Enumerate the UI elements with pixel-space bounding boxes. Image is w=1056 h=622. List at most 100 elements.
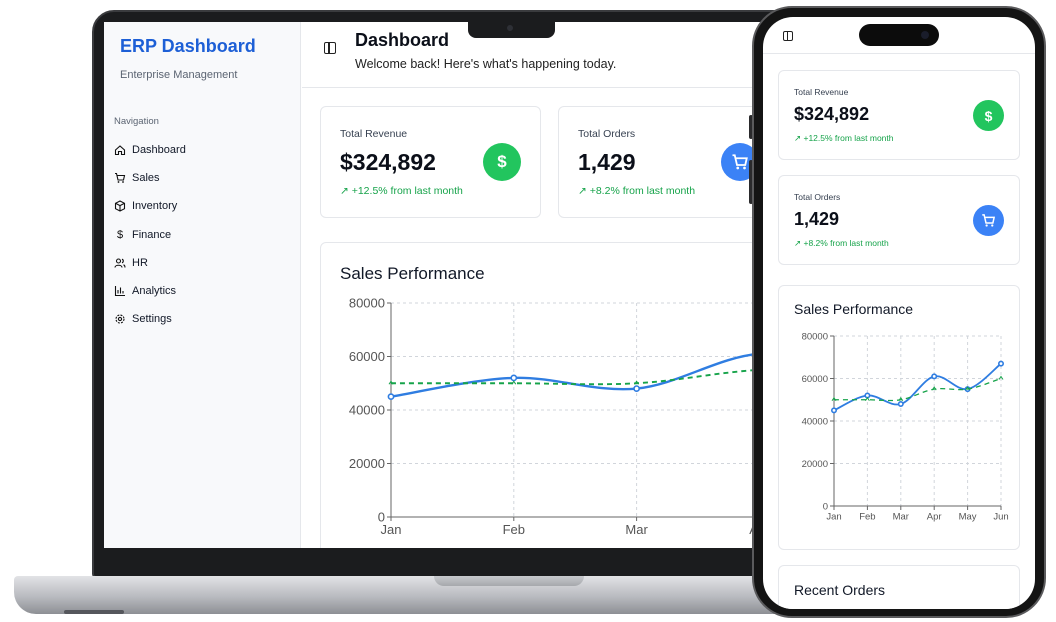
sidebar-item-finance[interactable]: $ Finance [114,221,294,249]
x-tick-label: Jan [381,522,402,537]
gear-icon [114,313,126,325]
kpi-label: Total Revenue [340,128,408,140]
data-point [898,396,904,402]
data-point [633,385,640,392]
kpi-value: 1,429 [794,209,840,229]
sidebar-item-label: Analytics [132,285,177,298]
y-tick-label: 80000 [349,296,385,311]
camera-icon [507,25,513,31]
kpi-trend: ↗ +12.5% from last month [340,185,463,197]
sidebar-item-analytics[interactable]: Analytics [114,277,294,305]
y-tick-label: 60000 [802,374,828,385]
data-point [965,386,971,391]
laptop-screen: ERP Dashboard Enterprise Management Navi… [104,22,784,548]
sidebar-item-label: Dashboard [132,144,186,157]
recent-orders-title: Recent Orders [794,582,886,598]
sidebar-item-label: Finance [132,228,172,241]
box-icon [114,200,126,213]
laptop-base [14,576,874,614]
sidebar-toggle-icon[interactable] [324,42,336,54]
kpi-value: $324,892 [794,104,870,124]
page-title: Dashboard [355,30,450,50]
x-tick-label: May [959,512,977,523]
data-point [998,375,1004,380]
y-tick-label: 40000 [349,403,385,418]
top-bar: Dashboard Welcome back! Here's what's ha… [302,22,784,88]
kpi-trend: ↗ +12.5% from last month [794,133,894,143]
data-point [864,396,870,402]
kpi-label: Total Orders [794,192,841,202]
sales-chart-card: Sales Performance 0 20000 40000 60000 80000 J… [778,285,1020,550]
phone-screen: Total Revenue $324,892 ↗ +12.5% from las… [763,17,1035,609]
laptop-notch [468,22,555,38]
phone-side-button [749,160,753,204]
camera-icon [921,31,929,39]
sidebar-item-sales[interactable]: Sales [114,164,294,192]
phone-side-button [749,115,753,139]
sidebar-item-hr[interactable]: HR [114,249,294,277]
series-line [834,377,1002,402]
sidebar: ERP Dashboard Enterprise Management Navi… [104,22,301,548]
kpi-trend: ↗ +8.2% from last month [578,185,696,197]
page-subtitle: Welcome back! Here's what's happening to… [355,57,617,71]
x-tick-label: Mar [625,522,648,537]
kpi-card-revenue: Total Revenue $324,892 ↗ +12.5% from las… [778,70,1020,160]
data-point [634,380,640,385]
data-point [387,393,395,401]
nav-heading: Navigation [114,116,159,127]
kpi-label: Total Orders [578,128,636,140]
cart-icon [973,205,1004,236]
sidebar-item-label: Settings [132,313,172,326]
data-point [931,386,937,391]
y-tick-label: 60000 [349,349,385,364]
kpi-value: $324,892 [340,149,436,175]
data-point [511,380,517,385]
kpi-value: 1,429 [578,149,636,175]
kpi-card-orders: Total Orders 1,429 ↗ +8.2% from last mon… [778,175,1020,265]
series-line [390,352,784,398]
y-tick-label: 0 [378,510,385,525]
dollar-icon: $ [483,143,521,181]
data-point [998,360,1005,367]
y-tick-label: 20000 [802,459,828,470]
users-icon [114,257,126,269]
sidebar-toggle-icon[interactable] [783,31,793,41]
kpi-label: Total Revenue [794,87,849,97]
y-tick-label: 20000 [349,456,385,471]
home-icon [114,144,126,156]
data-point [830,407,837,414]
data-point [831,396,837,402]
y-tick-label: 40000 [802,416,828,427]
sidebar-item-inventory[interactable]: Inventory [114,192,294,220]
sidebar-item-label: HR [132,256,148,269]
sidebar-item-settings[interactable]: Settings [114,305,294,333]
dollar-icon: $ [116,228,124,241]
laptop-foot [64,610,124,614]
series-line [391,368,784,386]
data-point [510,374,518,382]
kpi-card-revenue: Total Revenue $324,892 ↗ +12.5% from las… [320,106,541,218]
data-point [931,373,938,380]
brand-subtitle: Enterprise Management [120,69,238,81]
divider [763,53,1035,54]
sidebar-item-label: Inventory [132,200,178,213]
x-tick-label: Jun [993,512,1008,523]
sidebar-item-dashboard[interactable]: Dashboard [114,136,294,164]
x-tick-label: Feb [503,522,525,537]
y-tick-label: 0 [823,501,828,512]
cart-icon [114,172,126,184]
x-tick-label: Feb [859,512,875,523]
sales-chart-card: Sales Performance 0 20000 40000 60000 80000 J… [320,242,784,548]
sidebar-item-label: Sales [132,172,160,185]
recent-orders-card: Recent Orders [778,565,1020,609]
bar-chart-icon [114,285,126,297]
brand-title[interactable]: ERP Dashboard [120,36,256,56]
chart-title: Sales Performance [340,264,485,283]
data-point [388,380,394,385]
dynamic-island [859,24,939,46]
y-tick-label: 80000 [802,331,828,342]
nav-list: Dashboard Sales Inventory $ Finance HR [114,136,294,333]
